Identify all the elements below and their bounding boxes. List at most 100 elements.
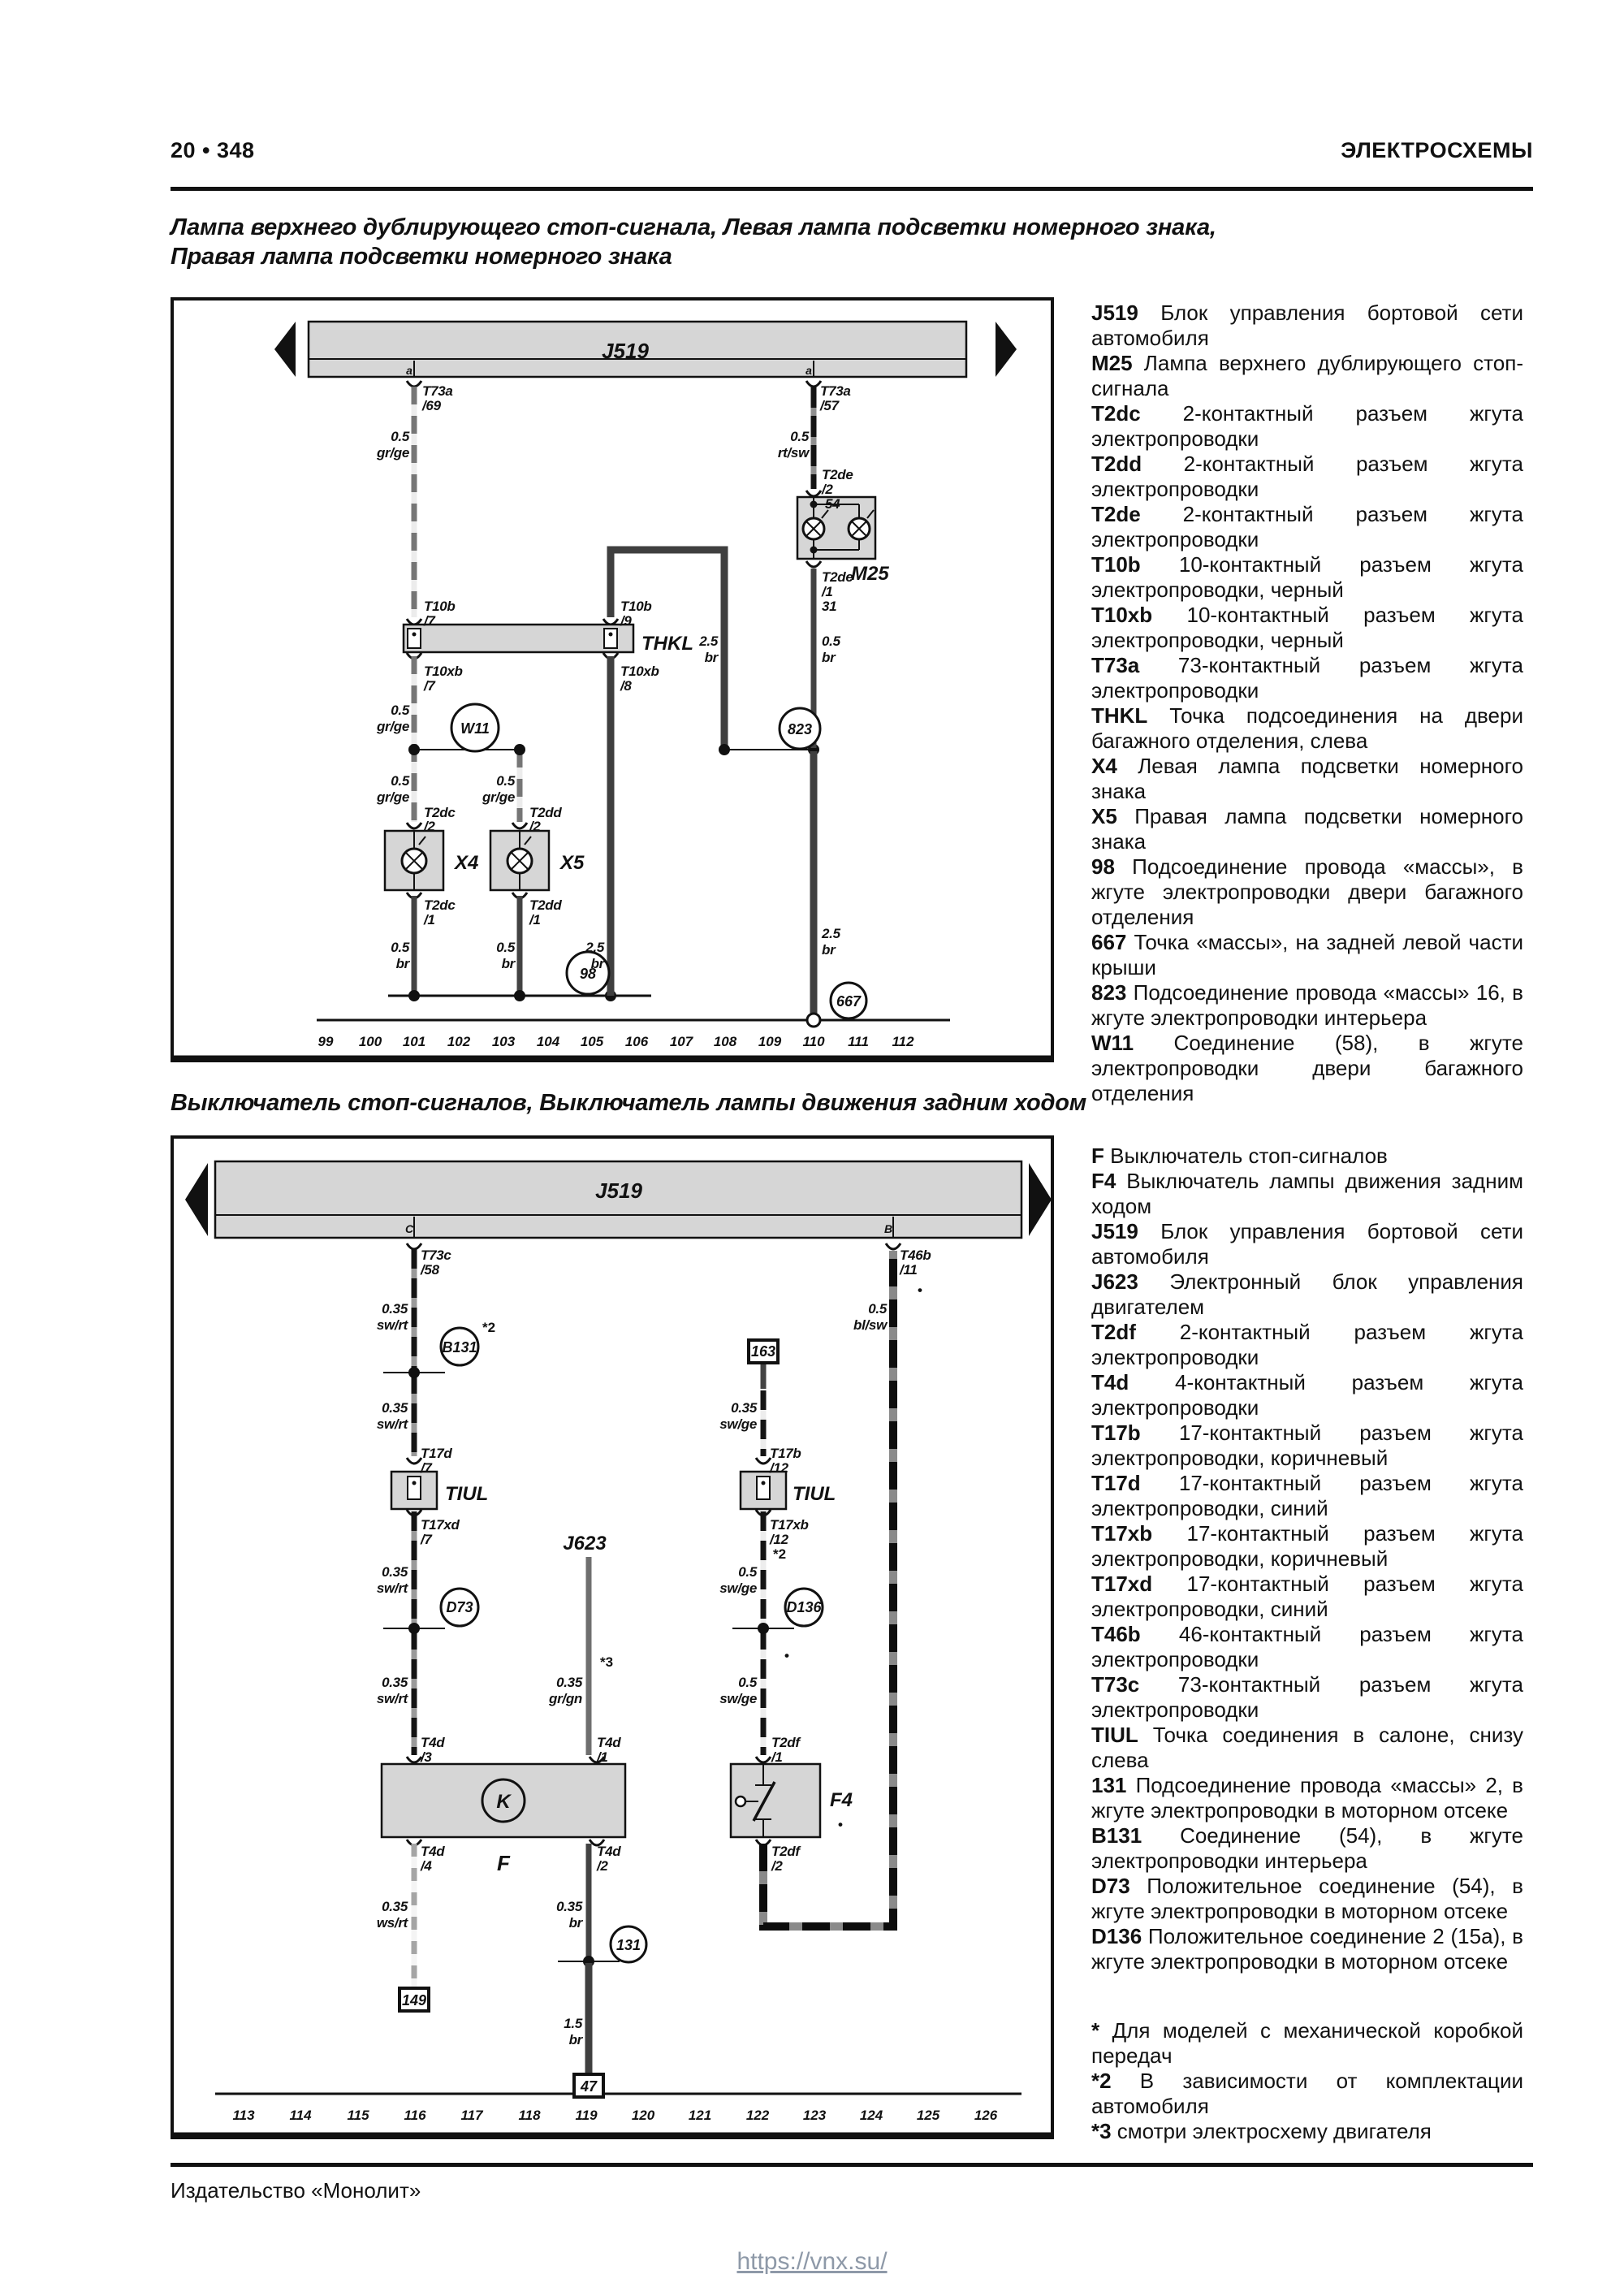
legend-item-text: 2-контактный разъем жгута электропроводк… <box>1091 452 1523 501</box>
diagram-1-title-line-2: Правая лампа подсветки номерного знака <box>171 244 672 270</box>
connector-label: T10b <box>424 599 455 614</box>
legend-item-id: T2df <box>1091 1320 1136 1344</box>
track-number: 118 <box>518 2108 541 2123</box>
legend-item: D136 Положительное соединение 2 (15а), в… <box>1091 1924 1523 1974</box>
wire-size: 1.5 <box>564 2016 583 2031</box>
pin-label: /7 <box>420 1460 433 1476</box>
footnote-mark: *3 <box>600 1654 613 1670</box>
track-number: 103 <box>492 1034 516 1049</box>
legend-item-id: X5 <box>1091 804 1117 828</box>
wire-size: 0.35 <box>731 1400 758 1416</box>
footnote-mark: *2 <box>773 1546 786 1562</box>
wire-size: 0.5 <box>391 703 410 718</box>
pin-label: /2 <box>596 1858 608 1874</box>
tiul-label: TIUL <box>445 1483 488 1505</box>
wire-size: 0.35 <box>382 1675 408 1690</box>
legend-item: T4d 4-контактный разъем жгута электропро… <box>1091 1370 1523 1420</box>
diagram-2 <box>171 1135 1054 2139</box>
bus-arrow-right-icon <box>1029 1163 1052 1236</box>
track-number: 113 <box>232 2108 255 2123</box>
track-number: 110 <box>802 1034 825 1049</box>
legend-item: T2df 2-контактный разъем жгута электропр… <box>1091 1320 1523 1370</box>
pin-label: /1 <box>423 912 435 927</box>
legend-item: W11 Соединение (58), в жгуте электропров… <box>1091 1031 1523 1106</box>
ref-circle-b131 <box>439 1326 480 1367</box>
legend-item-text: Выключатель лампы движения задним ходом <box>1091 1169 1523 1218</box>
legend-item-id: T2de <box>1091 502 1141 526</box>
connector-label: T4d <box>421 1844 445 1859</box>
legend-item-text: Положительное соединение (54), в жгуте э… <box>1091 1874 1523 1923</box>
legend-item-text: смотри электросхему двигателя <box>1111 2119 1432 2143</box>
legend-item-text: 73-контактный разъем жгута электропровод… <box>1091 1672 1523 1722</box>
wire-size: 0.5 <box>822 633 841 649</box>
legend-item: T2dd 2-контактный разъем жгута электропр… <box>1091 452 1523 502</box>
legend-item: D73 Положительное соединение (54), в жгу… <box>1091 1874 1523 1924</box>
legend-item: T10b 10-контактный разъем жгута электроп… <box>1091 552 1523 603</box>
ref-98: 98 <box>580 966 596 982</box>
pin-label: /1 <box>821 584 833 599</box>
pin-label: /1 <box>529 912 541 927</box>
switch-contact-icon <box>752 1781 776 1822</box>
wire-color: br <box>591 956 606 971</box>
legend-item: J519 Блок управления бортовой сети автом… <box>1091 301 1523 351</box>
footer-rule <box>171 2163 1533 2167</box>
j519-bar <box>274 320 1017 378</box>
diagram-2-title-line-1: Выключатель стоп-сигналов, Выключатель л… <box>171 1090 1087 1116</box>
exit-letter: C <box>405 1222 414 1235</box>
legend-item-id: * <box>1091 2018 1100 2043</box>
footnote-item: * Для моделей с механической коробкой пе… <box>1091 2018 1523 2069</box>
x4-label: X4 <box>453 852 478 874</box>
legend-item-id: X4 <box>1091 754 1117 778</box>
legend-item-text: Соединение (54), в жгуте электропроводки… <box>1091 1823 1523 1873</box>
connector-label: T2df <box>771 1844 801 1859</box>
legend-item-id: D136 <box>1091 1924 1142 1948</box>
wire-color: sw/rt <box>377 1416 409 1432</box>
wire-color: sw/rt <box>377 1317 409 1333</box>
legend-2: F Выключатель стоп-сигналов F4 Выключател… <box>1091 1144 1523 2144</box>
legend-item-id: T2dc <box>1091 401 1141 426</box>
track-number: 124 <box>860 2108 883 2123</box>
legend-item-text: 17-контактный разъем жгута электропровод… <box>1091 1572 1523 1621</box>
legend-item: X4 Левая лампа подсветки номерного знака <box>1091 754 1523 804</box>
connector-label: T17d <box>421 1446 452 1461</box>
legend-item: T17xb 17-контактный разъем жгута электро… <box>1091 1521 1523 1572</box>
legend-item: T46b 46-контактный разъем жгута электроп… <box>1091 1622 1523 1672</box>
wire-size: 2.5 <box>698 633 719 649</box>
vnx-watermark-link[interactable]: https://vnx.su/ <box>736 2248 888 2275</box>
ref-box-47 <box>572 2073 605 2099</box>
legend-item-id: T46b <box>1091 1622 1141 1646</box>
asterisk-mark: • <box>784 1648 789 1663</box>
track-number: 115 <box>347 2108 369 2123</box>
ref-circle-667 <box>829 981 868 1020</box>
tiul-junction-right <box>739 1470 788 1511</box>
plunger-icon <box>734 1795 747 1808</box>
wire-color: br <box>822 942 836 958</box>
wire-color: br <box>569 1915 584 1931</box>
pin-label: /1 <box>596 1749 608 1765</box>
track-number: 104 <box>537 1034 560 1049</box>
legend-item-id: T10b <box>1091 552 1141 577</box>
legend-item-text: В зависимости от комплектации автомобиля <box>1091 2069 1523 2118</box>
pin-label: /7 <box>423 613 436 629</box>
wire-color: sw/ge <box>719 1691 757 1706</box>
legend-item: THKL Точка подсоединения на двери багажн… <box>1091 703 1523 754</box>
track-number: 123 <box>803 2108 827 2123</box>
legend-item: T17d 17-контактный разъем жгута электроп… <box>1091 1471 1523 1521</box>
wire-size: 0.5 <box>391 429 410 444</box>
legend-item: T2dc 2-контактный разъем жгута электропр… <box>1091 401 1523 452</box>
tiul-junction-left <box>390 1470 438 1511</box>
pin-label: /2 <box>771 1858 783 1874</box>
thkl-bar <box>402 623 635 654</box>
legend-item: J519 Блок управления бортовой сети автом… <box>1091 1219 1523 1269</box>
legend-item-id: T73c <box>1091 1672 1140 1697</box>
legend-item-id: B131 <box>1091 1823 1142 1848</box>
ref-circle-98 <box>565 950 611 996</box>
wire-size: 0.5 <box>391 773 410 789</box>
bus-arrow-left-icon <box>274 322 296 377</box>
connector-label: T2dd <box>529 897 562 913</box>
legend-item: TIUL Точка соединения в салоне, снизу сл… <box>1091 1723 1523 1773</box>
track-number: 119 <box>575 2108 598 2123</box>
track-number: 111 <box>848 1034 869 1049</box>
legend-item-id: W11 <box>1091 1031 1134 1055</box>
pin-label: /69 <box>421 398 442 413</box>
